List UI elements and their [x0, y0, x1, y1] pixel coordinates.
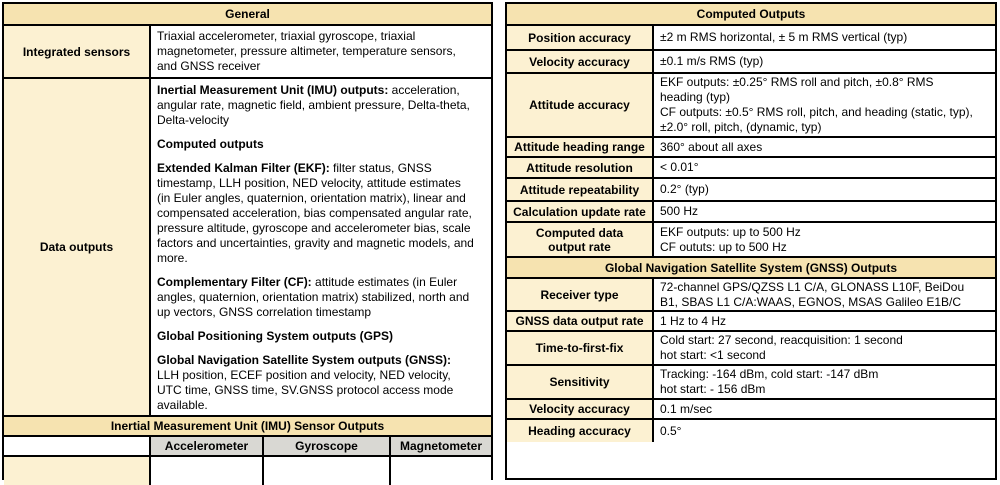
spec-label: Time-to-first-fix	[507, 332, 652, 364]
spec-label: Sensitivity	[507, 366, 652, 398]
spec-row-attitude-resolution: Attitude resolution < 0.01°	[507, 156, 995, 177]
table-cell	[262, 457, 389, 485]
spec-label: Position accuracy	[507, 26, 652, 49]
spec-value: 500 Hz	[652, 202, 995, 221]
spec-value: 0.2° (typ)	[652, 179, 995, 200]
section-header-gnss-outputs: Global Navigation Satellite System (GNSS…	[507, 256, 995, 277]
section-header-label: Inertial Measurement Unit (IMU) Sensor O…	[4, 417, 491, 435]
section-header-label: Global Navigation Satellite System (GNSS…	[507, 258, 995, 277]
section-header-computed-outputs: Computed Outputs	[507, 4, 995, 24]
spec-value: ±2 m RMS horizontal, ± 5 m RMS vertical …	[652, 26, 995, 49]
spec-row-time-to-first-fix: Time-to-first-fix Cold start: 27 second,…	[507, 330, 995, 364]
spec-value: Cold start: 27 second, reacquisition: 1 …	[652, 332, 995, 364]
spec-value: < 0.01°	[652, 158, 995, 177]
spec-row-attitude-repeatability: Attitude repeatability 0.2° (typ)	[507, 177, 995, 200]
imu-data-row-partial	[4, 455, 491, 485]
spec-value: 1 Hz to 4 Hz	[652, 312, 995, 330]
spec-row-integrated-sensors: Integrated sensors Triaxial acceleromete…	[4, 24, 491, 77]
computed-outputs-table: Computed Outputs Position accuracy ±2 m …	[505, 2, 997, 480]
column-header-accelerometer: Accelerometer	[149, 437, 262, 455]
spec-label: Integrated sensors	[4, 26, 149, 77]
column-header-blank	[4, 437, 149, 455]
spec-label: Velocity accuracy	[507, 400, 652, 418]
paragraph: Inertial Measurement Unit (IMU) outputs:…	[157, 83, 470, 127]
spec-row-computed-data-output-rate: Computed data output rate EKF outputs: u…	[507, 221, 995, 256]
section-header-imu-sensor-outputs: Inertial Measurement Unit (IMU) Sensor O…	[4, 415, 491, 435]
spec-row-data-outputs: Data outputs Inertial Measurement Unit (…	[4, 77, 491, 415]
spec-row-attitude-accuracy: Attitude accuracy EKF outputs: ±0.25° RM…	[507, 72, 995, 136]
spec-row-velocity-accuracy: Velocity accuracy ±0.1 m/s RMS (typ)	[507, 49, 995, 72]
paragraph: Global Navigation Satellite System outpu…	[157, 353, 454, 412]
spec-label: Velocity accuracy	[507, 51, 652, 72]
spec-row-heading-accuracy: Heading accuracy 0.5°	[507, 418, 995, 442]
imu-column-header-row: Accelerometer Gyroscope Magnetometer	[4, 435, 491, 455]
column-header-magnetometer: Magnetometer	[389, 437, 491, 455]
spec-label: Attitude repeatability	[507, 179, 652, 200]
paragraph: Extended Kalman Filter (EKF): filter sta…	[157, 161, 474, 265]
spec-value: 72-channel GPS/QZSS L1 C/A, GLONASS L10F…	[652, 279, 995, 310]
spec-value: EKF outputs: ±0.25° RMS roll and pitch, …	[652, 74, 995, 136]
spec-value: ±0.1 m/s RMS (typ)	[652, 51, 995, 72]
paragraph: Complementary Filter (CF): attitude esti…	[157, 275, 470, 319]
table-cell	[389, 457, 491, 485]
spec-label: Data outputs	[4, 79, 149, 415]
spec-label: Attitude heading range	[507, 138, 652, 156]
spec-label: GNSS data output rate	[507, 312, 652, 330]
spec-row-position-accuracy: Position accuracy ±2 m RMS horizontal, ±…	[507, 24, 995, 49]
spec-value: 0.1 m/sec	[652, 400, 995, 418]
spec-label	[4, 457, 149, 485]
spec-row-calculation-update-rate: Calculation update rate 500 Hz	[507, 200, 995, 221]
spec-row-sensitivity: Sensitivity Tracking: -164 dBm, cold sta…	[507, 364, 995, 398]
spec-label: Attitude resolution	[507, 158, 652, 177]
spec-label: Calculation update rate	[507, 202, 652, 221]
section-header-general: General	[4, 4, 491, 24]
spec-row-attitude-heading-range: Attitude heading range 360° about all ax…	[507, 136, 995, 156]
section-header-label: General	[4, 4, 491, 24]
spec-label: Attitude accuracy	[507, 74, 652, 136]
spec-value: 360° about all axes	[652, 138, 995, 156]
spec-label: Computed data output rate	[507, 223, 652, 256]
spec-label: Receiver type	[507, 279, 652, 310]
general-spec-table: General Integrated sensors Triaxial acce…	[2, 2, 493, 485]
paragraph: Global Positioning System outputs (GPS)	[157, 329, 394, 343]
spec-row-velocity-accuracy-gnss: Velocity accuracy 0.1 m/sec	[507, 398, 995, 418]
spec-value: Triaxial accelerometer, triaxial gyrosco…	[149, 26, 491, 77]
spec-value: EKF outputs: up to 500 Hz CF oututs: up …	[652, 223, 995, 256]
paragraph: Computed outputs	[157, 137, 264, 151]
spec-value: 0.5°	[652, 420, 995, 442]
spec-value: Tracking: -164 dBm, cold start: -147 dBm…	[652, 366, 995, 398]
table-cell	[149, 457, 262, 485]
section-header-label: Computed Outputs	[507, 4, 995, 24]
spec-label: Heading accuracy	[507, 420, 652, 442]
spec-value-paragraphs: Inertial Measurement Unit (IMU) outputs:…	[149, 79, 491, 415]
spec-row-gnss-data-output-rate: GNSS data output rate 1 Hz to 4 Hz	[507, 310, 995, 330]
spec-row-receiver-type: Receiver type 72-channel GPS/QZSS L1 C/A…	[507, 277, 995, 310]
column-header-gyroscope: Gyroscope	[262, 437, 389, 455]
